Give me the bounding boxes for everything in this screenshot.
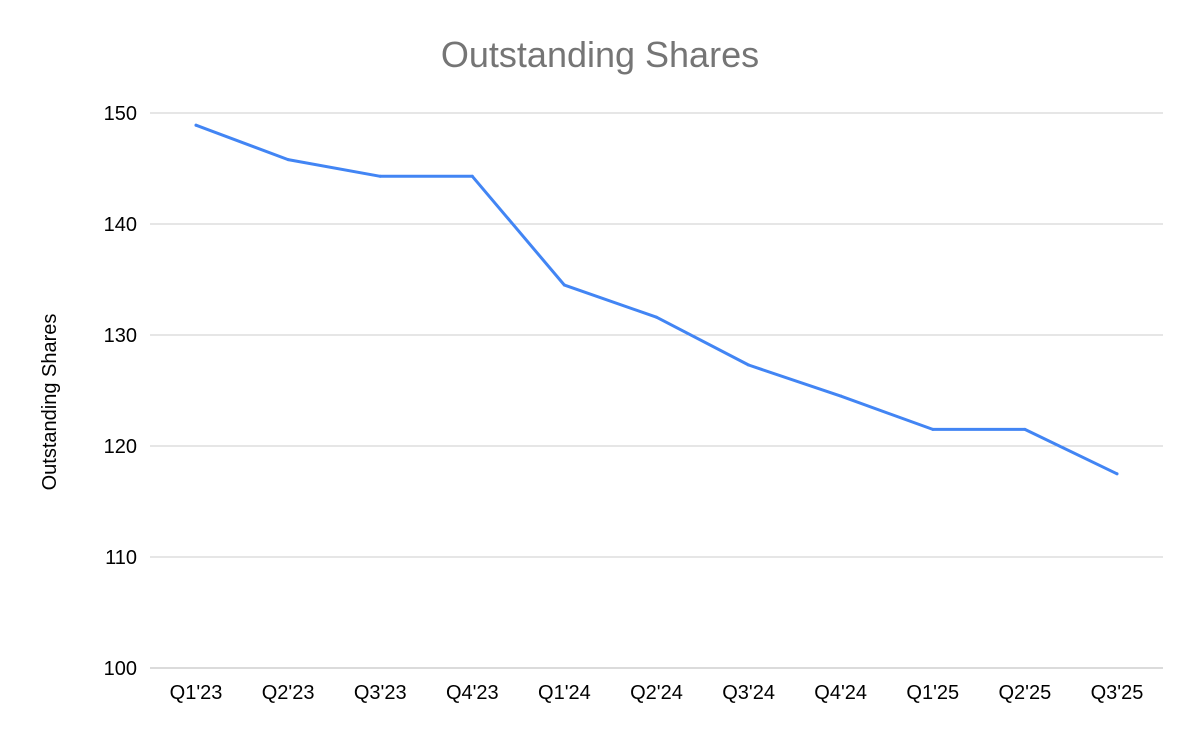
data-point (931, 427, 935, 431)
x-axis-ticks: Q1'23 Q2'23 Q3'23 Q4'23 Q1'24 Q2'24 Q3'24 Q4'24… (170, 682, 1144, 704)
data-point (1115, 472, 1119, 476)
x-tick-label: Q1'24 (538, 682, 591, 704)
x-tick-label: Q1'25 (906, 682, 959, 704)
y-tick-label: 140 (104, 214, 137, 236)
data-point (839, 394, 843, 398)
data-point (655, 315, 658, 319)
x-tick-label: Q2'23 (262, 682, 315, 704)
y-axis-ticks: 100 110 120 130 140 150 (104, 103, 137, 680)
x-tick-label: Q4'24 (814, 682, 867, 704)
x-tick-label: Q2'25 (998, 682, 1051, 704)
y-tick-label: 120 (104, 436, 137, 458)
x-tick-label: Q3'25 (1091, 682, 1144, 704)
data-point (378, 174, 382, 178)
y-tick-label: 130 (104, 325, 137, 347)
series-line (194, 123, 1119, 476)
x-tick-label: Q2'24 (630, 682, 683, 704)
chart-title: Outstanding Shares (441, 34, 759, 75)
x-tick-label: Q3'24 (722, 682, 775, 704)
data-point (286, 158, 290, 162)
data-point (470, 174, 474, 178)
data-point (747, 363, 751, 367)
data-point (1023, 427, 1027, 431)
x-tick-label: Q3'23 (354, 682, 407, 704)
x-tick-label: Q4'23 (446, 682, 499, 704)
y-tick-label: 150 (104, 103, 137, 125)
y-axis-label: Outstanding Shares (39, 314, 61, 491)
y-tick-label: 100 (104, 658, 137, 680)
gridlines (150, 112, 1163, 669)
data-point (562, 283, 566, 287)
series-layer (194, 123, 1119, 476)
x-tick-label: Q1'23 (170, 682, 223, 704)
data-point (194, 123, 198, 127)
y-tick-label: 110 (105, 547, 137, 569)
